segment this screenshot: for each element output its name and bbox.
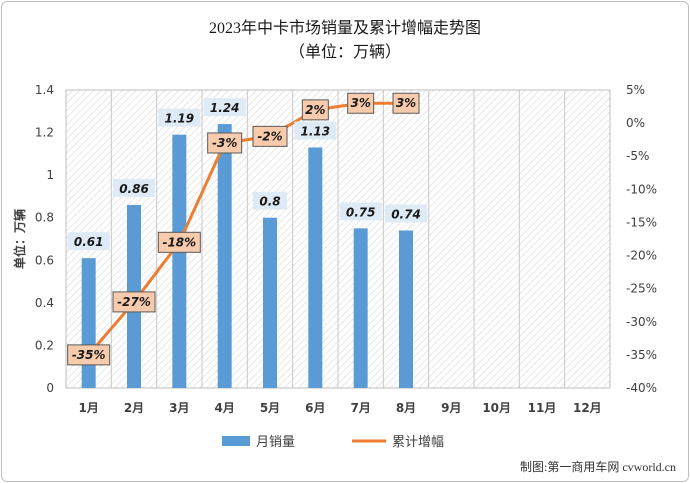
y2-tick-label: -15% [626,215,657,229]
line-data-label: -3% [212,136,237,150]
plot-border [65,89,611,389]
bar [308,147,323,388]
x-tick-label: 7月 [350,401,370,415]
bar [217,124,232,389]
bar-label-box [67,232,110,251]
bar-label-box [158,108,201,127]
bar-data-label: 1.19 [165,112,195,126]
bar-data-label: 0.61 [74,235,104,249]
y2-tick-label: -25% [626,282,657,296]
chart-subtitle: （单位：万辆） [288,44,401,61]
bar-label-box [203,98,246,117]
x-tick-label: 5月 [260,401,280,415]
legend-bar-label: 月销量 [256,435,295,450]
x-tick-label: 3月 [169,401,189,415]
y2-tick-label: -20% [626,249,657,263]
y2-tick-label: -5% [626,149,649,163]
y-tick-label: 1 [46,168,54,182]
y-axis-title: 单位：万辆 [12,209,27,269]
y-tick-label: 0.6 [35,253,54,267]
x-tick-label: 10月 [482,401,511,415]
bar-data-label: 1.24 [210,101,240,115]
bar-label-box [339,202,382,221]
bar-label-box [385,204,427,223]
y2-tick-label: -30% [626,315,657,329]
line-data-label: -18% [162,235,196,249]
line-label-box [112,291,156,313]
line-data-label: -27% [117,295,151,309]
x-tick-label: 8月 [396,401,416,415]
line-label-box [301,99,329,121]
y-tick-label: 0 [46,381,54,395]
bar-label-box [113,178,155,197]
bar [81,258,96,388]
legend-bar-swatch [222,436,250,446]
source-credit: 制图:第一商用车网 cvworld.cn [520,460,676,474]
y-tick-label: 0.8 [35,211,54,225]
y2-tick-label: 0% [626,116,645,130]
bar-label-box [253,191,287,210]
line-label-box [67,344,111,366]
line-data-label: 2% [305,103,325,117]
y-tick-label: 1.2 [35,126,54,140]
legend-line-label: 累计增幅 [392,435,444,450]
y-tick-label: 1.4 [35,83,54,97]
line-data-label: 3% [396,96,416,110]
line-label-box [252,125,288,147]
x-tick-label: 4月 [214,401,234,415]
bar-data-label: 0.8 [259,195,280,209]
x-tick-label: 1月 [78,401,98,415]
bar [399,230,413,388]
bar-data-label: 0.75 [346,205,376,219]
bar [263,217,277,388]
y2-tick-label: -10% [626,182,657,196]
x-tick-label: 6月 [305,401,325,415]
line-label-box [207,132,243,154]
line-label-box [392,92,420,114]
bar-data-label: 0.74 [391,207,421,221]
y-tick-label: 0.4 [35,296,54,310]
y2-tick-label: -35% [626,348,657,362]
x-tick-label: 11月 [528,401,557,415]
bar-data-label: 1.13 [301,124,331,138]
x-tick-label: 9月 [441,401,461,415]
x-tick-label: 2月 [124,401,144,415]
line-label-box [157,231,201,253]
chart-title: 2023年中卡市场销量及累计增幅走势图 [208,20,481,37]
x-tick-label: 12月 [573,401,602,415]
line-data-label: 3% [350,96,370,110]
bar-label-box [294,121,337,140]
bar [353,228,368,388]
line-data-label: -35% [72,348,106,362]
line-label-box [347,92,375,114]
y2-tick-label: 5% [626,83,645,97]
y-tick-label: 0.2 [35,338,54,352]
y2-tick-label: -40% [626,381,657,395]
line-data-label: -2% [257,129,282,143]
bar [172,134,187,388]
bar-data-label: 0.86 [119,182,149,196]
